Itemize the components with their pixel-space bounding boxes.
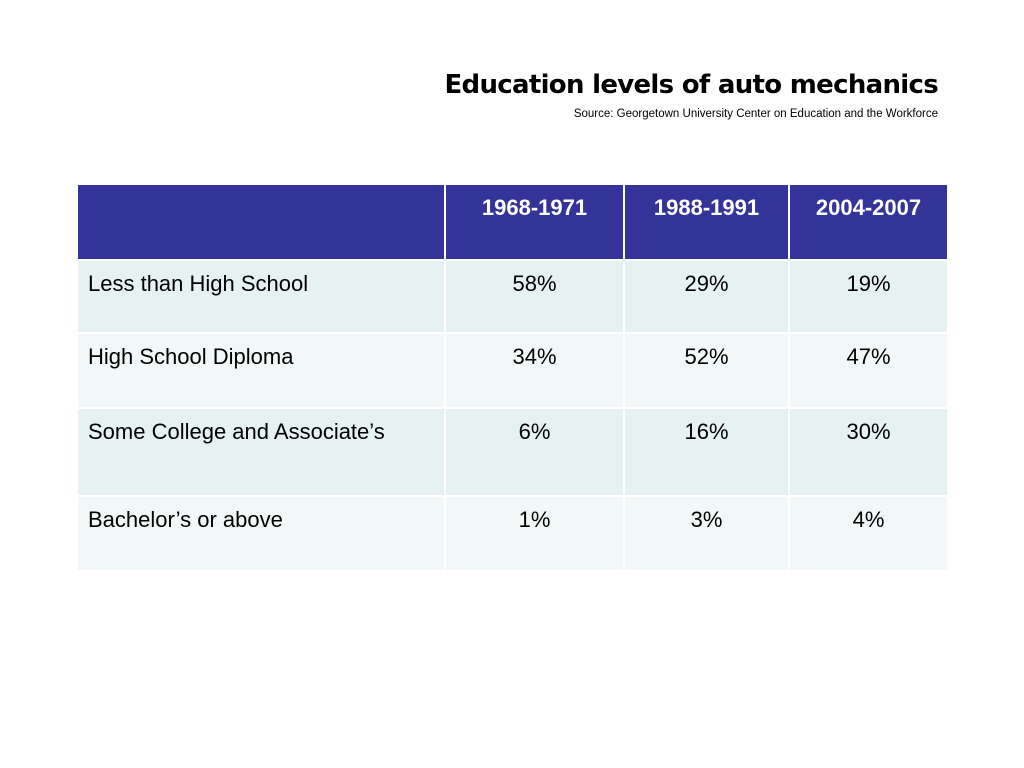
table-cell: 1% xyxy=(445,496,625,572)
table-cell: 3% xyxy=(624,496,790,572)
row-label: Bachelor’s or above xyxy=(78,496,446,572)
table-cell: 16% xyxy=(624,408,790,497)
header-cell-2004-2007: 2004-2007 xyxy=(789,185,947,261)
header-row: 1968-1971 1988-1991 2004-2007 xyxy=(78,185,947,261)
education-table: 1968-1971 1988-1991 2004-2007 Less than … xyxy=(78,185,947,572)
row-label: Some College and Associate’s xyxy=(78,408,446,497)
title-block: Education levels of auto mechanics Sourc… xyxy=(445,66,939,122)
row-label: Less than High School xyxy=(78,260,446,334)
table-cell: 34% xyxy=(445,333,625,409)
table-cell: 52% xyxy=(624,333,790,409)
header-cell-1988-1991: 1988-1991 xyxy=(624,185,790,261)
table-row: Less than High School 58% 29% 19% xyxy=(78,260,947,334)
chart-title: Education levels of auto mechanics xyxy=(444,70,939,100)
table-cell: 58% xyxy=(445,260,625,334)
row-label: High School Diploma xyxy=(78,333,446,409)
header-cell-1968-1971: 1968-1971 xyxy=(445,185,625,261)
table-row: Bachelor’s or above 1% 3% 4% xyxy=(78,496,947,572)
table-cell: 6% xyxy=(445,408,625,497)
table-row: Some College and Associate’s 6% 16% 30% xyxy=(78,408,947,497)
table-cell: 19% xyxy=(789,260,947,334)
table-row: High School Diploma 34% 52% 47% xyxy=(78,333,947,409)
table-cell: 47% xyxy=(789,333,947,409)
table-cell: 4% xyxy=(789,496,947,572)
chart-source: Source: Georgetown University Center on … xyxy=(573,108,938,120)
table-cell: 30% xyxy=(789,408,947,497)
table-cell: 29% xyxy=(624,260,790,334)
header-cell-blank xyxy=(78,185,446,261)
